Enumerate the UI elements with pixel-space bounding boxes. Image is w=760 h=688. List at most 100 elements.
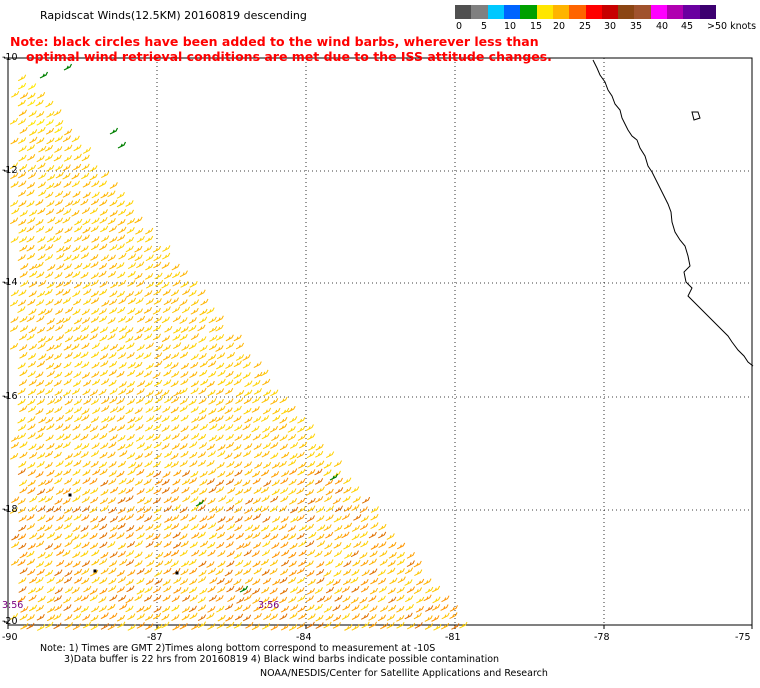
wind-barb: [91, 342, 100, 350]
wind-barb: [171, 424, 180, 432]
wind-barb: [190, 387, 199, 395]
wind-barb: [89, 588, 98, 595]
wind-barb: [242, 423, 251, 431]
wind-barb: [188, 325, 197, 332]
wind-barb: [297, 605, 306, 613]
wind-barb: [44, 543, 54, 550]
wind-barb: [244, 507, 253, 514]
wind-barb: [71, 587, 80, 594]
wind-barb: [153, 540, 163, 548]
wind-barb: [17, 506, 27, 514]
wind-barb: [82, 477, 91, 484]
wind-barb: [181, 486, 190, 494]
wind-barb: [91, 549, 100, 557]
wind-barb: [325, 613, 334, 621]
wind-barb: [116, 243, 125, 251]
wind-barb: [270, 604, 279, 612]
wind-barb: [44, 478, 53, 486]
wind-barb: [17, 432, 27, 440]
wind-barb: [107, 218, 116, 225]
wind-barb: [136, 577, 145, 585]
wind-barb: [109, 244, 118, 251]
wind-barb: [279, 596, 288, 604]
wind-barb: [100, 225, 109, 233]
wind-barb: [19, 245, 28, 252]
wind-barb: [64, 144, 73, 152]
wind-barb: [270, 495, 279, 503]
wind-barb: [125, 407, 134, 415]
legend-swatch: [503, 5, 521, 19]
wind-barb: [297, 416, 306, 424]
wind-barb: [71, 210, 80, 217]
wind-barb: [46, 370, 55, 378]
wind-barb: [71, 343, 80, 351]
wind-barb: [118, 325, 128, 333]
wind-barb: [225, 433, 234, 441]
wind-barb: [18, 171, 27, 179]
wind-barb: [197, 459, 206, 467]
wind-barb: [190, 504, 200, 512]
wind-barb: [28, 594, 37, 602]
wind-barb: [72, 308, 81, 316]
wind-barb: [215, 388, 225, 395]
wind-barb: [89, 594, 98, 602]
wind-barb: [109, 434, 118, 441]
wind-barb: [100, 344, 110, 352]
wind-barb: [198, 576, 207, 584]
wind-barb: [378, 541, 387, 549]
wind-barb: [90, 326, 99, 334]
wind-barb: [27, 479, 36, 487]
wind-barb: [207, 497, 216, 505]
wind-barb: [181, 306, 191, 314]
wind-barb: [153, 470, 162, 478]
wind-barb: [386, 614, 396, 621]
wind-barb: [46, 165, 55, 172]
wind-barb: [126, 477, 135, 485]
wind-barb: [98, 388, 107, 396]
contamination-marker: [175, 571, 179, 575]
wind-barb: [45, 127, 55, 135]
wind-barb: [116, 470, 125, 478]
wind-barb: [199, 488, 208, 495]
legend-label: 40: [656, 21, 669, 32]
wind-barb: [109, 199, 118, 207]
wind-barb: [161, 443, 170, 450]
wind-barb: [233, 405, 242, 413]
wind-barb: [44, 462, 53, 469]
wind-barb: [404, 579, 413, 586]
wind-barb: [224, 407, 233, 415]
wind-barb: [64, 460, 73, 467]
wind-barb: [298, 524, 307, 532]
wind-barb: [161, 262, 170, 269]
wind-barb: [243, 486, 252, 494]
wind-barb: [35, 219, 44, 226]
wind-barb: [45, 407, 54, 415]
wind-barb: [191, 623, 200, 630]
wind-barb: [379, 550, 388, 558]
wind-barb: [90, 351, 100, 359]
wind-barb: [9, 325, 19, 332]
wind-barb: [116, 290, 125, 298]
wind-barb: [217, 560, 226, 568]
wind-barb: [188, 558, 197, 566]
wind-barb: [90, 433, 100, 440]
wind-barb: [350, 576, 359, 584]
wind-barb: [19, 613, 28, 621]
wind-barb: [90, 254, 99, 261]
wind-barb: [63, 507, 73, 514]
wind-barb: [270, 525, 279, 532]
wind-barb: [73, 317, 83, 325]
wind-barb: [53, 451, 62, 459]
wind-barb: [108, 425, 117, 433]
wind-barb: [135, 524, 144, 532]
wind-barb: [245, 621, 254, 629]
wind-barb: [199, 369, 208, 377]
wind-barb: [116, 405, 125, 413]
wind-barb: [189, 460, 198, 468]
wind-barb: [209, 423, 218, 431]
wind-barb: [17, 299, 27, 307]
wind-barb: [179, 549, 188, 557]
wind-barb: [369, 550, 378, 558]
wind-barb: [143, 595, 153, 602]
wind-barb: [325, 451, 335, 458]
